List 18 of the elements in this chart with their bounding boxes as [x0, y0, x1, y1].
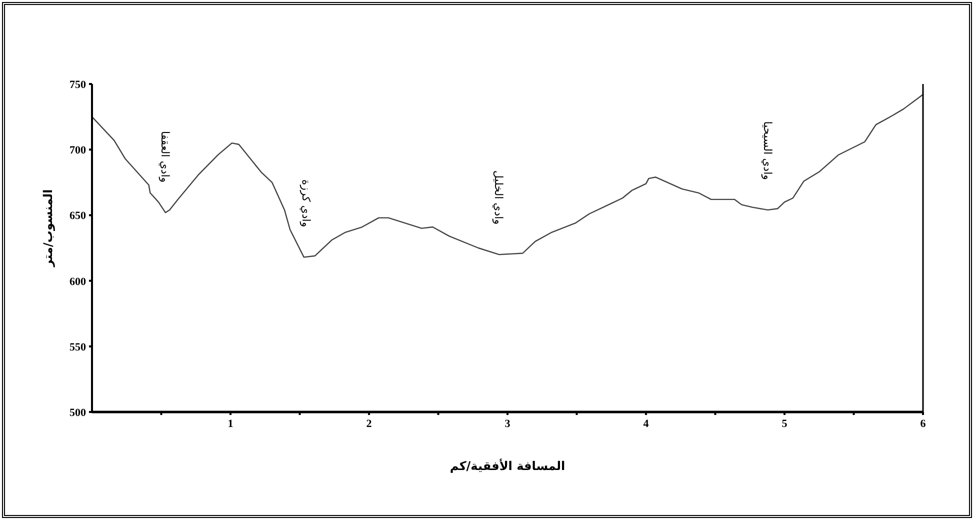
y-tick-label: 550	[70, 341, 86, 354]
x-axis-title: المسافة الأفقية/كم	[450, 458, 566, 473]
y-tick-label: 600	[70, 276, 86, 288]
x-tick-label: 1	[228, 418, 234, 430]
annotation: وادي كرزة	[300, 179, 313, 228]
annotation: وادي الخليل	[492, 170, 506, 225]
y-tick-label: 750	[70, 79, 86, 91]
x-tick-label: 3	[504, 418, 511, 430]
x-tick-label: 5	[782, 418, 788, 430]
annotation: وادي السيحيا	[760, 121, 774, 180]
x-tick-label: 6	[920, 418, 926, 430]
x-tick-label: 4	[643, 418, 650, 430]
y-tick-label: 650	[70, 210, 86, 222]
x-tick-label: 2	[366, 418, 372, 430]
y-tick-label: 500	[70, 407, 86, 419]
y-tick-label: 700	[70, 144, 86, 157]
y-axis-title: المنسوب/متر	[41, 189, 55, 268]
annotation: وادي العقفا	[158, 131, 172, 183]
